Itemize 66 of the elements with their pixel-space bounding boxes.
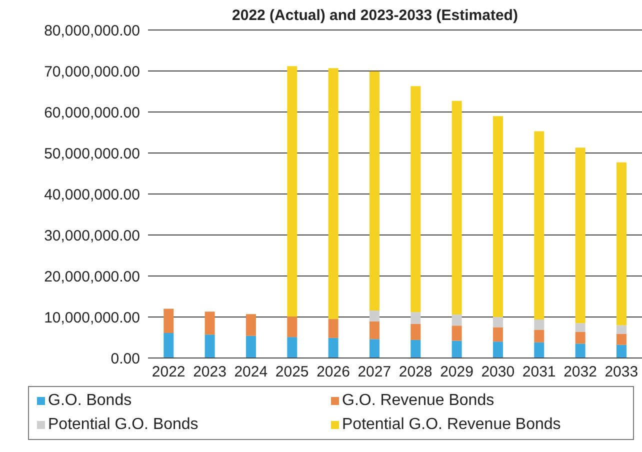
x-tick-label: 2028 — [398, 364, 432, 381]
x-tick-label: 2026 — [316, 364, 350, 381]
x-tick-label: 2022 — [152, 364, 186, 381]
x-tick-label: 2032 — [564, 364, 597, 381]
bar — [328, 319, 338, 338]
y-tick-label: 50,000,000.00 — [44, 145, 140, 162]
x-tick-label: 2025 — [275, 364, 309, 381]
bar — [452, 340, 462, 358]
x-tick-label: 2023 — [193, 364, 226, 381]
bar — [616, 325, 626, 334]
legend-label: G.O. Revenue Bonds — [342, 391, 494, 411]
y-tick-label: 0.00 — [110, 350, 140, 368]
bar — [616, 334, 626, 345]
y-tick-label: 80,000,000.00 — [44, 22, 140, 40]
bar — [287, 316, 298, 338]
bar — [328, 338, 338, 358]
bar — [452, 326, 462, 341]
bar — [410, 340, 421, 358]
legend-label: G.O. Bonds — [48, 391, 132, 411]
bar — [492, 317, 503, 328]
bar — [616, 344, 626, 358]
bar — [575, 148, 586, 324]
y-tick-label: 60,000,000.00 — [44, 104, 140, 122]
y-tick-label: 10,000,000.00 — [44, 309, 140, 326]
bar — [492, 116, 503, 317]
bar — [492, 342, 503, 358]
bar — [246, 336, 256, 358]
bar — [164, 308, 174, 333]
bar — [164, 332, 174, 358]
x-tick-label: 2027 — [358, 364, 392, 381]
x-tick-label: 2024 — [234, 364, 268, 381]
bar — [410, 312, 421, 324]
bar — [575, 344, 586, 358]
bar — [369, 310, 380, 322]
bar — [534, 342, 544, 358]
bar — [204, 334, 215, 358]
bar — [204, 312, 215, 335]
y-tick-label: 70,000,000.00 — [44, 63, 140, 80]
x-tick-label: 2029 — [440, 364, 474, 381]
x-tick-label: 2033 — [604, 364, 638, 381]
legend-label: Potential G.O. Revenue Bonds — [342, 415, 561, 435]
x-tick-label: 2031 — [522, 364, 556, 381]
bar — [328, 68, 338, 320]
bar — [575, 323, 586, 332]
bar — [534, 131, 544, 320]
bar — [369, 322, 380, 340]
bar — [534, 330, 544, 342]
bar — [246, 314, 256, 336]
y-tick-label: 20,000,000.00 — [44, 268, 140, 286]
bar — [616, 162, 626, 326]
y-tick-label: 40,000,000.00 — [44, 186, 140, 204]
bar — [534, 319, 544, 330]
bar — [452, 100, 462, 315]
chart-title: 2022 (Actual) and 2023-2033 (Estimated) — [231, 7, 519, 24]
bar — [410, 86, 421, 312]
bar — [452, 314, 462, 326]
bar — [369, 339, 380, 358]
bar — [287, 337, 298, 358]
bar — [492, 327, 503, 342]
y-tick-label: 30,000,000.00 — [44, 227, 140, 244]
bar — [575, 332, 586, 344]
bar — [287, 66, 298, 317]
legend-label: Potential G.O. Bonds — [48, 415, 198, 435]
bar — [369, 71, 380, 310]
bar — [410, 324, 421, 340]
x-tick-label: 2030 — [481, 364, 515, 381]
